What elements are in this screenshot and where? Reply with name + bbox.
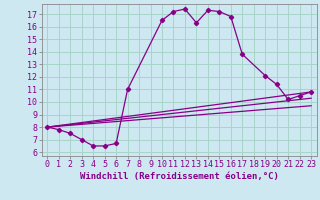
X-axis label: Windchill (Refroidissement éolien,°C): Windchill (Refroidissement éolien,°C) [80,172,279,181]
